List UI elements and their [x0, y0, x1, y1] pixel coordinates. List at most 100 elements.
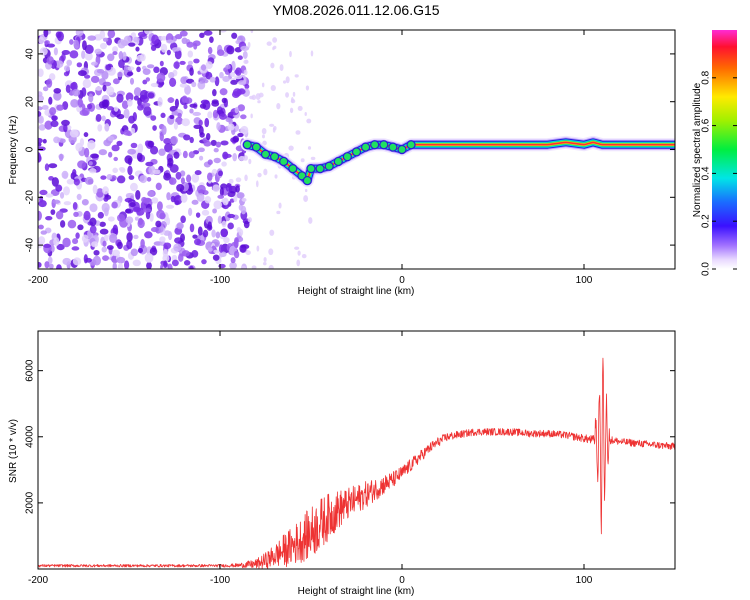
spectrogram-noise-blob	[150, 115, 157, 121]
spectrogram-noise-blob	[159, 212, 166, 220]
spectrogram-noise-blob	[257, 172, 262, 178]
spectrogram-noise-blob	[48, 163, 58, 169]
spectrogram-noise-blob	[187, 60, 193, 65]
spectrogram-noise-blob	[66, 178, 75, 185]
spectrogram-noise-blob	[221, 97, 227, 104]
spectrogram-noise-blob	[276, 102, 281, 110]
spectrogram-noise-blob	[48, 73, 56, 81]
spectrogram-noise-blob	[278, 202, 282, 209]
spectrogram-noise-blob	[167, 157, 174, 167]
spectrogram-noise-blob	[179, 60, 186, 65]
spectrogram-noise-blob	[94, 48, 102, 55]
spectrogram-noise-blob	[49, 107, 57, 116]
spectrogram-noise-blob	[180, 233, 185, 242]
spectrogram-noise-blob	[84, 147, 90, 158]
spectrogram-noise-blob	[124, 197, 133, 203]
spectrogram-noise-blob	[129, 77, 135, 85]
spectrogram-noise-blob	[180, 193, 188, 203]
spectrogram-noise-blob	[63, 201, 72, 206]
spectrogram-noise-blob	[99, 228, 109, 235]
spectrogram-noise-blob	[292, 91, 296, 97]
spectrogram-noise-blob	[307, 146, 312, 150]
spectrogram-noise-blob	[126, 71, 134, 77]
spectrogram-noise-blob	[289, 107, 294, 114]
spectrogram-noise-blob	[155, 220, 162, 228]
spectrogram-y-tick-label: 40	[25, 48, 36, 60]
spectrogram-noise-blob	[304, 188, 308, 193]
spectrogram-noise-blob	[103, 99, 110, 108]
spectrogram-noise-blob	[171, 110, 179, 116]
spectrogram-noise-blob	[251, 94, 257, 101]
spectrogram-y-tick-label: -20	[25, 190, 36, 205]
spectrogram-noise-blob	[107, 53, 115, 62]
spectrogram-noise-blob	[269, 123, 275, 127]
spectrogram-noise-blob	[126, 239, 133, 250]
spectrogram-noise-blob	[207, 46, 213, 55]
spectrogram-track-point	[351, 147, 362, 157]
spectrogram-noise-blob	[247, 41, 251, 48]
spectrogram-noise-blob	[38, 124, 46, 131]
spectrogram-noise-blob	[89, 225, 97, 234]
spectrogram-noise-blob	[50, 209, 56, 215]
spectrogram-noise-blob	[205, 61, 213, 69]
spectrogram-noise-blob	[62, 237, 71, 248]
spectrogram-track-point	[288, 164, 298, 174]
snr-y-label: SNR (10 * v/v)	[8, 419, 19, 483]
spectrogram-noise-blob	[61, 119, 70, 127]
spectrogram-noise-blob	[133, 36, 140, 43]
spectrogram-noise-blob	[263, 257, 267, 263]
spectrogram-noise-blob	[38, 115, 44, 124]
spectrogram-noise-blob	[219, 113, 227, 120]
spectrogram-noise-blob	[46, 43, 56, 48]
spectrogram-noise-blob	[117, 213, 126, 222]
spectrogram-noise-blob	[240, 114, 247, 120]
spectrogram-noise-blob	[181, 250, 190, 257]
spectrogram-noise-blob	[47, 256, 53, 264]
spectrogram-noise-blob	[38, 68, 44, 77]
spectrogram-noise-blob	[82, 78, 92, 89]
spectrogram-noise-blob	[144, 231, 153, 239]
spectrogram-noise-blob	[204, 196, 212, 204]
spectrogram-noise-blob	[262, 261, 267, 266]
spectrogram-x-tick-label: -200	[28, 275, 48, 286]
spectrogram-noise-blob	[202, 229, 209, 238]
spectrogram-noise-blob	[101, 115, 106, 122]
spectrogram-noise-blob	[59, 192, 65, 199]
spectrogram-noise-blob	[243, 69, 248, 76]
spectrogram-noise-blob	[173, 121, 178, 130]
spectrogram-noise-blob	[55, 210, 64, 220]
spectrogram-noise-blob	[140, 89, 149, 100]
colorbar-ticks: 0.0 0.2 0.4 0.6 0.8	[701, 70, 737, 276]
spectrogram-noise-blob	[130, 127, 136, 135]
spectrogram-noise-blob	[179, 30, 188, 37]
spectrogram-noise-blob	[139, 174, 148, 184]
spectrogram-noise-blob	[57, 31, 64, 42]
spectrogram-noise-blob	[221, 229, 228, 238]
spectrogram-noise-blob	[295, 130, 301, 135]
spectrogram-track-point	[270, 152, 280, 162]
spectrogram-noise-blob	[227, 213, 236, 219]
spectrogram-noise-blob	[70, 98, 79, 108]
spectrogram-noise-blob	[38, 210, 42, 221]
spectrogram-noise-blob	[163, 260, 168, 268]
spectrogram-noise-blob	[116, 256, 126, 264]
spectrogram-noise-blob	[168, 72, 175, 79]
spectrogram-noise-blob	[132, 259, 141, 267]
colorbar-tick-label: 0.8	[701, 70, 712, 84]
spectrogram-noise-blob	[72, 257, 82, 266]
spectrogram-noise-blob	[230, 79, 238, 85]
spectrogram-noise-blob	[239, 244, 247, 253]
snr-x-tick-label: -100	[210, 575, 230, 586]
snr-panel: -200 -100 0 100 2000 4000 6000 Height of strai…	[8, 330, 676, 597]
spectrogram-noise-blob	[193, 58, 200, 64]
spectrogram-noise-blob	[194, 170, 202, 176]
spectrogram-noise-blob	[51, 115, 58, 121]
spectrogram-noise-blob	[163, 172, 172, 181]
snr-x-label: Height of straight line (km)	[298, 586, 415, 597]
spectrogram-noise-blob	[193, 238, 202, 246]
spectrogram-noise-blob	[79, 109, 89, 116]
spectrogram-noise-blob	[192, 111, 201, 117]
spectrogram-noise-blob	[235, 67, 242, 76]
